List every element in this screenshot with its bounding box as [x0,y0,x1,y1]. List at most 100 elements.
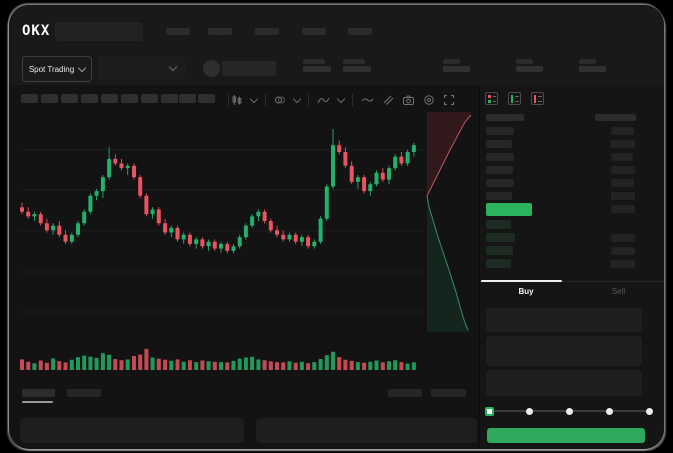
camera-icon[interactable] [402,94,415,106]
orders-tab[interactable] [67,389,101,397]
bid-price-placeholder[interactable] [486,220,511,229]
nav-item-placeholder[interactable] [348,28,372,35]
indicator-icon[interactable] [317,94,330,106]
slider-stop-dot[interactable] [525,407,533,415]
bid-price-placeholder[interactable] [486,246,513,255]
timeframe-button-placeholder[interactable] [41,94,58,103]
draw-icon[interactable] [382,94,394,106]
stat-value-placeholder [516,66,543,72]
bid-amount-placeholder [611,260,635,268]
chevron-down-icon[interactable] [336,94,346,103]
bid-amount-placeholder [611,234,635,242]
timeframe-button-placeholder[interactable] [101,94,118,103]
ask-price-placeholder[interactable] [486,179,514,187]
toolbar-divider [308,94,309,106]
bid-amount-placeholder [611,247,635,255]
slider-stop-dot[interactable] [565,407,573,415]
stat-label-placeholder [443,59,460,64]
stat-label-placeholder [343,59,365,64]
book-asks-icon[interactable] [531,92,544,105]
chevron-down-icon[interactable] [249,94,259,103]
ask-amount-placeholder [611,140,635,148]
buy-button[interactable] [487,428,645,443]
candlestick-type-icon[interactable] [231,94,243,106]
ask-price-placeholder[interactable] [486,140,512,148]
stat-value-placeholder [303,66,331,72]
timeframe-button-placeholder[interactable] [121,94,138,103]
settings-icon[interactable] [423,94,435,106]
top-navigation-bar: OKX Spot Trading [9,5,664,85]
stat-value-placeholder [443,66,470,72]
orders-link-placeholder[interactable] [431,389,466,397]
coin-avatar [203,60,220,77]
last-price-badge[interactable] [486,203,532,216]
tab-buy[interactable]: Buy [518,287,534,296]
ask-amount-placeholder [611,153,633,161]
volume-chart [20,348,416,370]
line-icon[interactable] [361,94,374,106]
ask-amount-placeholder [611,179,634,187]
book-both-icon[interactable] [485,92,498,105]
ask-price-placeholder[interactable] [486,153,514,161]
timeframe-button-placeholder[interactable] [179,94,196,103]
toolbar-divider [265,94,266,106]
logo-adjacent-placeholder [55,22,143,41]
orders-panel [256,418,477,443]
timeframe-button-placeholder[interactable] [161,94,178,103]
tab-sell[interactable]: Sell [611,287,626,296]
amount-input[interactable] [486,336,642,366]
stat-value-placeholder [579,66,606,72]
orders-link-placeholder[interactable] [388,389,422,397]
active-tab-underline [22,401,53,403]
nav-item-placeholder[interactable] [208,28,232,35]
bid-price-placeholder[interactable] [486,233,515,242]
pair-name-placeholder [222,61,276,76]
nav-item-placeholder[interactable] [255,28,279,35]
timeframe-button-placeholder[interactable] [61,94,78,103]
trade-side-panel: Buy Sell [479,85,664,449]
stat-label-placeholder [516,59,533,64]
ask-price-placeholder[interactable] [486,166,513,174]
overlay-icon[interactable] [274,94,286,106]
book-bids-icon[interactable] [508,92,521,105]
nav-item-placeholder[interactable] [166,28,190,35]
stat-label-placeholder [579,59,596,64]
slider-handle[interactable] [484,406,494,416]
slider-stop-dot[interactable] [605,407,613,415]
tabs-divider [480,281,664,282]
market-type-label: Spot Trading [28,64,75,74]
market-type-selector[interactable]: Spot Trading [22,56,92,82]
total-input[interactable] [486,370,642,396]
chevron-down-icon[interactable] [292,94,302,103]
book-price-header-placeholder [486,114,524,121]
chevron-down-icon [168,62,178,71]
chevron-down-icon [77,63,87,72]
price-input[interactable] [486,308,642,332]
candlestick-chart[interactable] [20,118,424,336]
ask-price-placeholder[interactable] [486,192,512,200]
okx-logo: OKX [22,23,51,39]
ask-price-placeholder[interactable] [486,127,514,135]
timeframe-button-placeholder[interactable] [141,94,158,103]
toolbar-divider [352,94,353,106]
nav-item-placeholder[interactable] [302,28,326,35]
stat-label-placeholder [303,59,325,64]
orders-panel [20,418,244,443]
timeframe-button-placeholder[interactable] [81,94,98,103]
ask-amount-placeholder [611,127,634,135]
timeframe-button-placeholder[interactable] [21,94,38,103]
bid-price-placeholder[interactable] [486,259,511,268]
pair-selector-dropdown[interactable] [97,56,185,80]
book-amount-header-placeholder [595,114,636,121]
buy-tab-underline [481,280,562,282]
slider-stop-dot[interactable] [645,407,653,415]
fullscreen-icon[interactable] [443,94,455,106]
ask-amount-placeholder [611,192,635,200]
depth-chart [426,112,471,332]
orders-tab-active[interactable] [22,389,55,397]
last-price-amount-placeholder [611,205,635,213]
timeframe-button-placeholder[interactable] [198,94,215,103]
toolbar-divider [228,94,229,106]
stat-value-placeholder [343,66,371,72]
